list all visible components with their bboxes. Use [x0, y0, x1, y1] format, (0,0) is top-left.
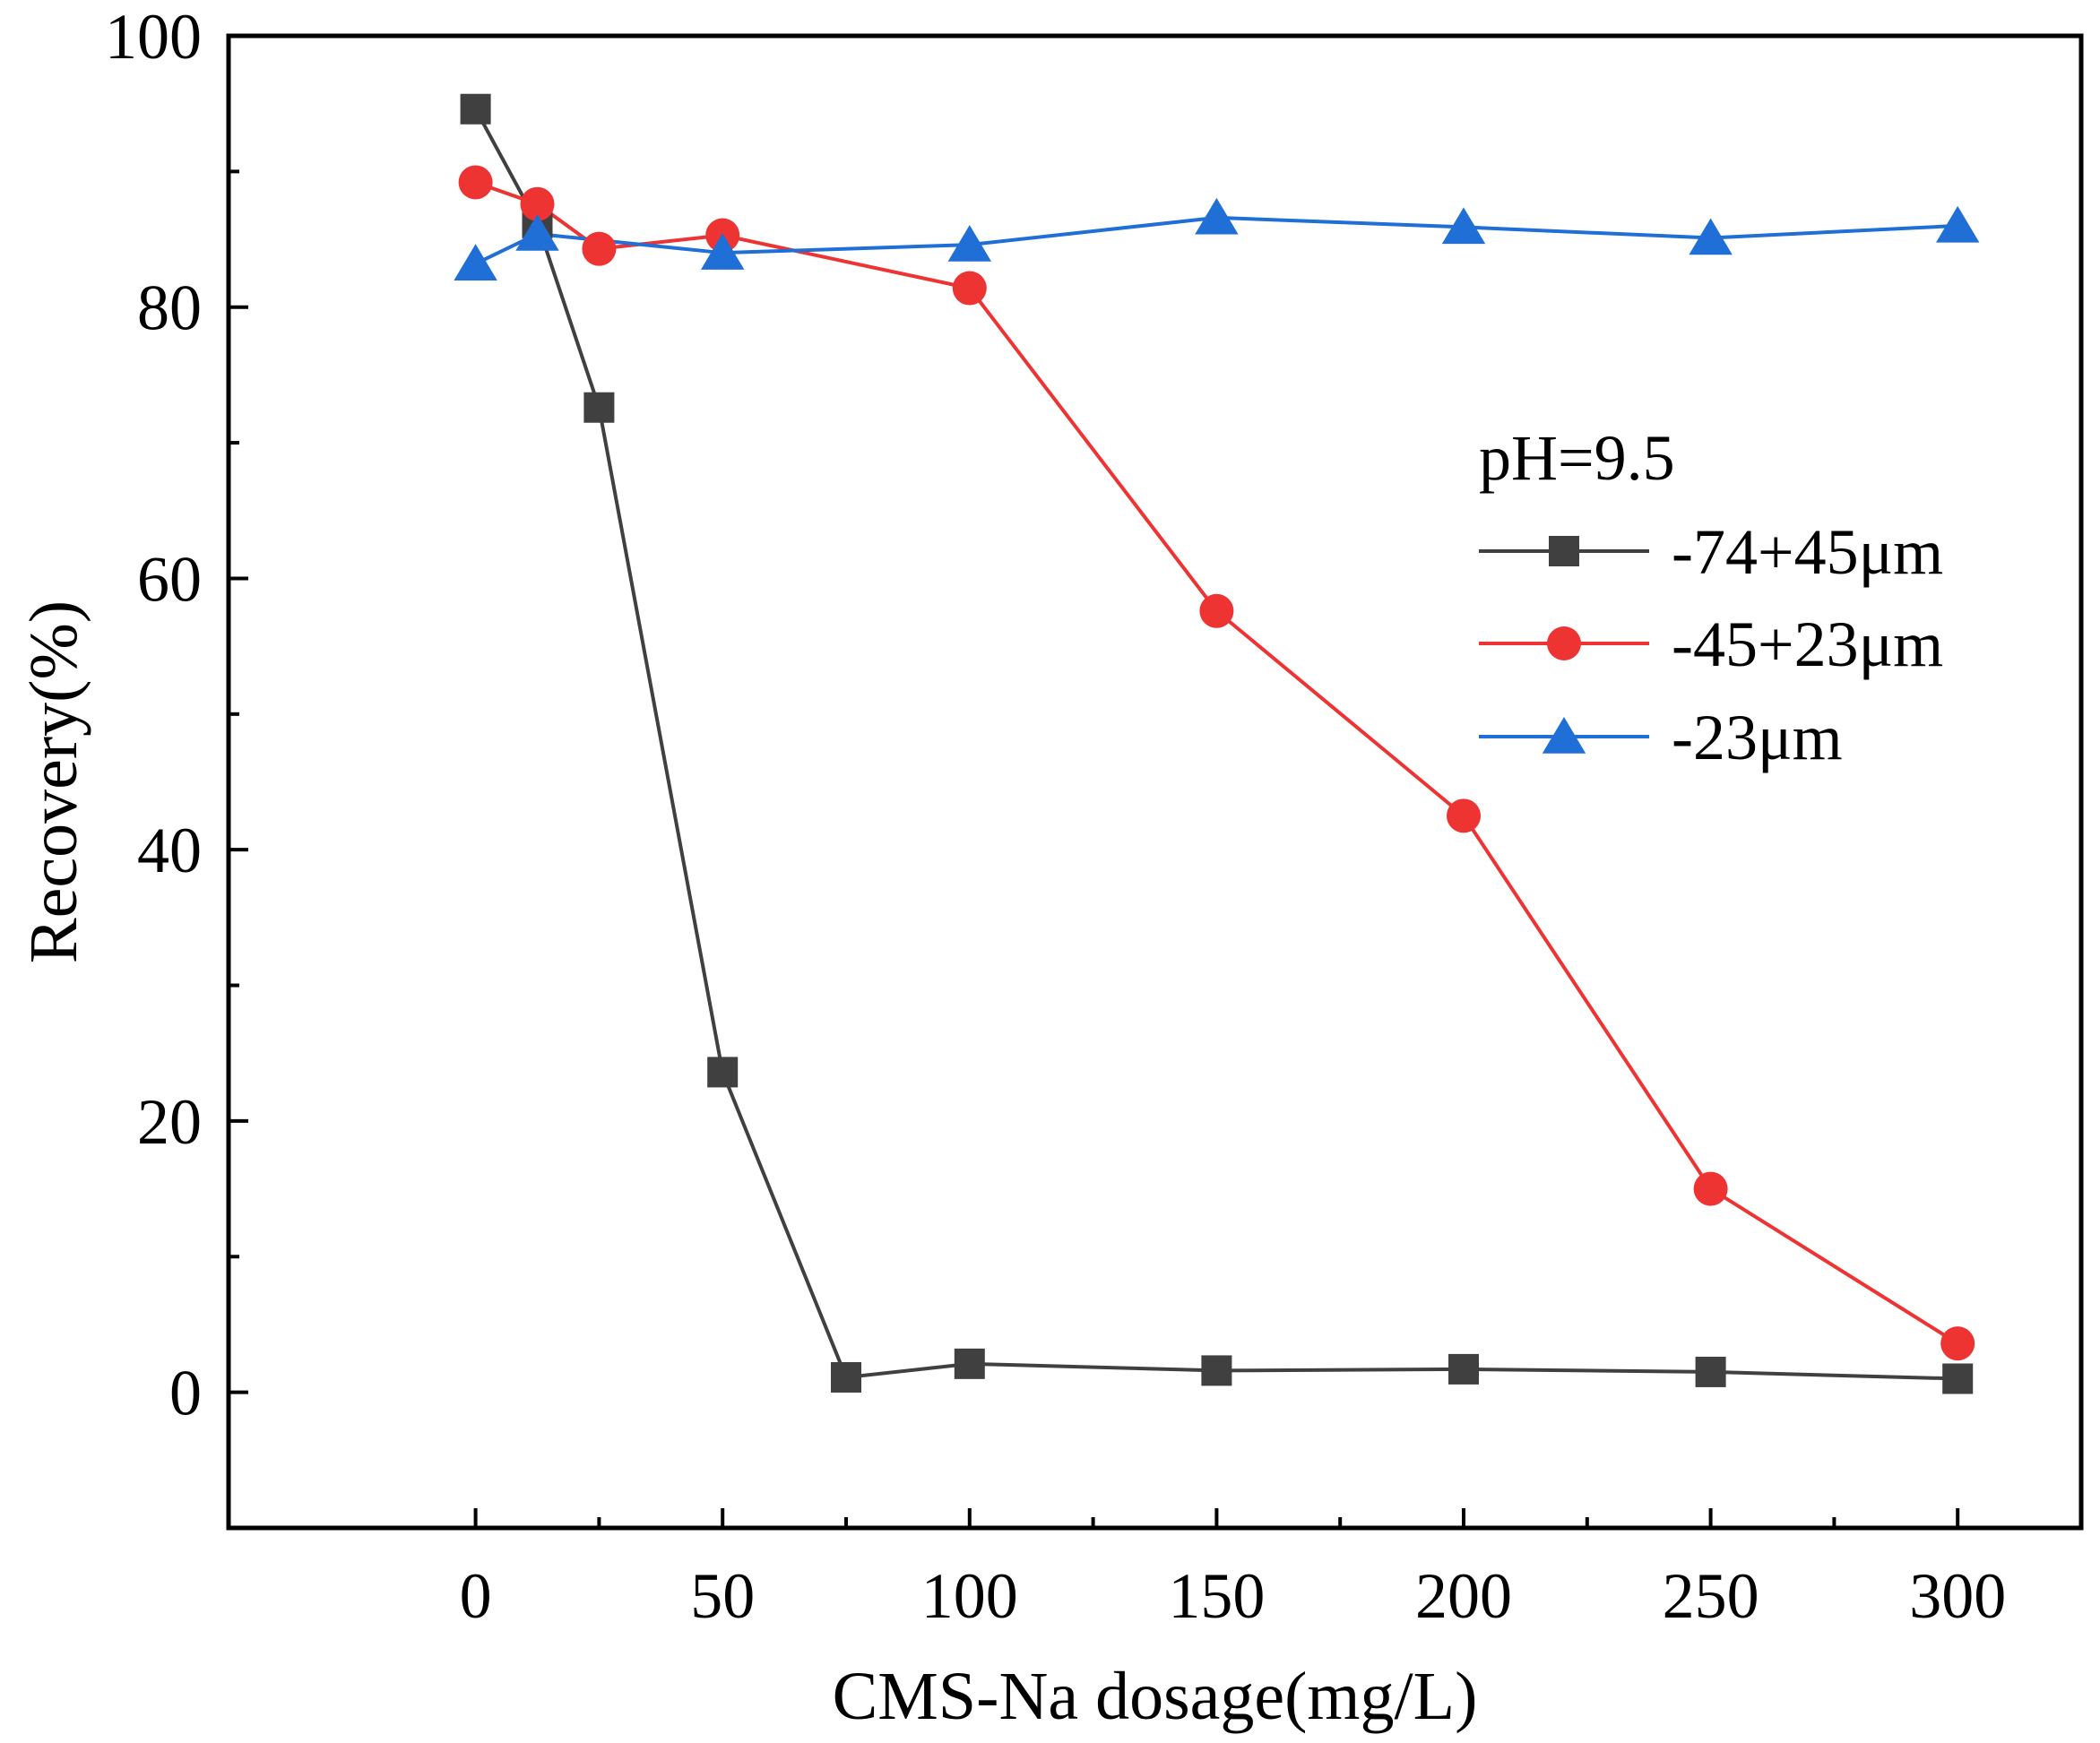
- series-1-point: [707, 1057, 739, 1088]
- legend-label-3: -23μm: [1672, 702, 1843, 773]
- series-3-point: [515, 213, 559, 251]
- y-tick-label: 100: [105, 1, 202, 73]
- series-1-point: [1448, 1353, 1479, 1385]
- series-3-point: [1936, 205, 1980, 243]
- x-tick-label: 100: [921, 1560, 1018, 1632]
- series-2-point: [952, 271, 987, 306]
- legend-marker-3: [1542, 717, 1586, 754]
- x-tick-label: 0: [460, 1560, 492, 1632]
- plot-frame: [226, 33, 2084, 1531]
- series-3-point: [1195, 197, 1239, 235]
- x-tick-label: 150: [1168, 1560, 1265, 1632]
- y-tick-label: 60: [137, 543, 202, 615]
- series-1-point: [831, 1361, 861, 1393]
- legend-title: pH=9.5: [1479, 422, 1675, 494]
- series-3-point: [454, 244, 497, 280]
- series-3-point: [701, 233, 745, 270]
- series-2-point: [520, 186, 555, 221]
- series-1-point: [1695, 1356, 1726, 1387]
- series-2-point: [1447, 798, 1481, 833]
- series-2-point: [1940, 1326, 1975, 1361]
- series-2-point: [1693, 1171, 1728, 1206]
- plot-markers: [454, 93, 1980, 1394]
- series-1-point: [583, 392, 615, 423]
- series-3-point: [947, 225, 991, 262]
- series-2-point: [458, 165, 493, 200]
- legend-label-2: -45+23μm: [1672, 608, 1943, 680]
- legend-label-1: -74+45μm: [1672, 516, 1943, 588]
- legend-marker-1: [1549, 536, 1579, 566]
- legend: pH=9.5 -74+45μm -45+23μm -23μm: [1479, 422, 1943, 773]
- series-2-point: [582, 231, 617, 266]
- legend-marker-2: [1547, 626, 1581, 660]
- series-line-3: [474, 215, 1958, 266]
- x-axis-title: CMS-Na dosage(mg/L): [833, 1659, 1478, 1734]
- x-tick-label: 250: [1663, 1560, 1759, 1632]
- series-3-point: [1689, 218, 1733, 255]
- y-tick-label: 80: [137, 272, 202, 344]
- series-2-point: [1199, 593, 1234, 628]
- series-3-point: [1441, 207, 1486, 245]
- x-tick-label: 300: [1909, 1560, 2006, 1632]
- y-tick-label: 0: [169, 1358, 202, 1429]
- x-tick-label: 200: [1415, 1560, 1512, 1632]
- y-tick-label: 20: [137, 1086, 202, 1158]
- x-tick-label: 50: [690, 1560, 755, 1632]
- y-axis-ticks: 0 20 40 60 80 100: [105, 1, 248, 1429]
- series-1-point: [460, 93, 491, 125]
- series-line-1: [473, 108, 1958, 1381]
- series-1-point: [1942, 1363, 1974, 1394]
- y-axis-title: Recovery(%): [16, 600, 91, 963]
- y-tick-label: 40: [137, 815, 202, 886]
- series-1-point: [1201, 1355, 1232, 1386]
- x-axis-ticks: 0 50 100 150 200 250 300: [460, 1508, 2006, 1632]
- series-1-point: [954, 1348, 985, 1379]
